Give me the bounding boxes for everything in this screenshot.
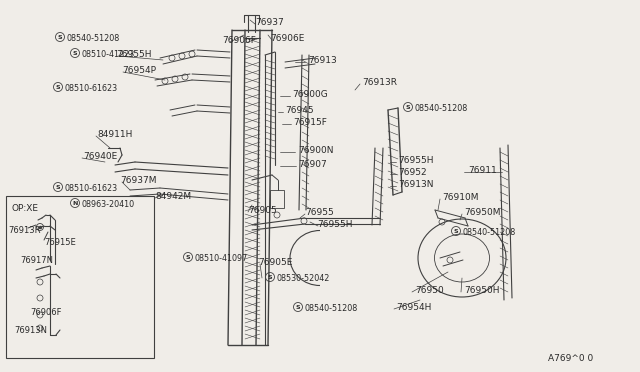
Text: 76937M: 76937M (120, 176, 157, 185)
Text: 76906F: 76906F (30, 308, 61, 317)
Text: 08540-51208: 08540-51208 (415, 104, 468, 113)
Text: S: S (296, 305, 300, 310)
Text: 76955H: 76955H (398, 156, 433, 165)
Text: S: S (186, 255, 190, 260)
Text: S: S (268, 275, 272, 280)
Text: 76900N: 76900N (298, 146, 333, 155)
Text: 76945: 76945 (285, 106, 314, 115)
Text: 76954H: 76954H (396, 303, 431, 312)
Text: 76940E: 76940E (83, 152, 117, 161)
Bar (270, 190, 284, 208)
Text: 08540-51208: 08540-51208 (305, 304, 358, 313)
Text: 08530-52042: 08530-52042 (276, 274, 330, 283)
Text: 84911H: 84911H (97, 130, 132, 139)
Text: 76950H: 76950H (464, 286, 499, 295)
Text: 76910M: 76910M (442, 193, 479, 202)
Text: 76950M: 76950M (464, 208, 500, 217)
Text: 76955H: 76955H (116, 50, 152, 59)
Text: 76913N: 76913N (398, 180, 433, 189)
Text: 08540-51208: 08540-51208 (67, 34, 120, 43)
Text: 08510-61623: 08510-61623 (65, 84, 118, 93)
Text: 76915E: 76915E (44, 238, 76, 247)
Text: A769^0 0: A769^0 0 (548, 354, 593, 363)
Text: 76937: 76937 (255, 18, 284, 27)
Text: 76905: 76905 (248, 206, 276, 215)
Text: S: S (454, 229, 458, 234)
Text: S: S (56, 85, 60, 90)
Text: 76913R: 76913R (362, 78, 397, 87)
Text: 76950: 76950 (415, 286, 444, 295)
Text: 76913R: 76913R (8, 226, 40, 235)
Text: 08540-51208: 08540-51208 (463, 228, 516, 237)
Text: 76906E: 76906E (270, 34, 305, 43)
Text: 76911: 76911 (468, 166, 497, 175)
Bar (6, 196, 154, 358)
Text: 08510-61623: 08510-61623 (65, 184, 118, 193)
Text: 08510-41223: 08510-41223 (81, 50, 135, 59)
Text: 76913N: 76913N (14, 326, 47, 335)
Text: 76906F: 76906F (222, 36, 256, 45)
Text: 84942M: 84942M (155, 192, 191, 201)
Text: 76952: 76952 (398, 168, 427, 177)
Text: S: S (56, 185, 60, 190)
Text: OP:XE: OP:XE (12, 204, 39, 213)
Text: S: S (58, 35, 62, 40)
Text: 76913: 76913 (308, 56, 337, 65)
Text: S: S (73, 51, 77, 56)
Text: 76907: 76907 (298, 160, 327, 169)
Text: 76905E: 76905E (258, 258, 292, 267)
Text: 76900G: 76900G (292, 90, 328, 99)
Text: 76917N: 76917N (20, 256, 53, 265)
Text: N: N (72, 201, 77, 206)
Text: 76915F: 76915F (293, 118, 327, 127)
Text: 08510-41097: 08510-41097 (195, 254, 248, 263)
Text: 08963-20410: 08963-20410 (81, 200, 134, 209)
Text: S: S (406, 105, 410, 110)
Text: 76955: 76955 (305, 208, 333, 217)
Text: 76955H: 76955H (317, 220, 353, 229)
Text: 76954P: 76954P (122, 66, 156, 75)
